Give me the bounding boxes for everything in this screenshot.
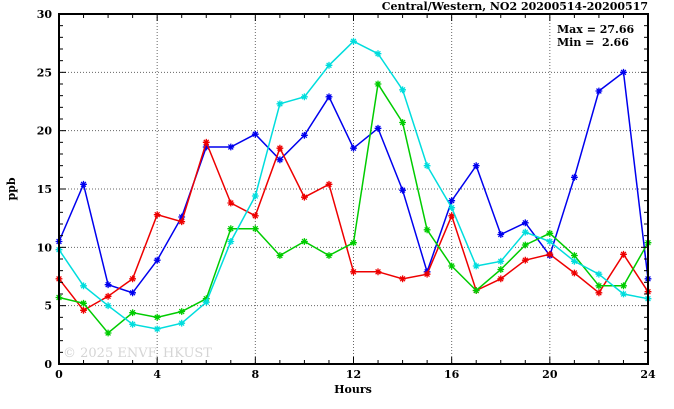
x-tick-label: 4 [153,368,161,381]
plot-frame-and-ticks [58,13,649,365]
y-axis-label: ppb [5,177,18,200]
x-tick-label: 16 [444,368,460,381]
series-green-points [55,80,652,337]
y-tick-label: 15 [37,183,52,196]
x-tick-label: 20 [542,368,558,381]
x-tick-label: 24 [640,368,656,381]
series-green-line [58,81,649,335]
y-tick-label: 5 [44,300,52,313]
max-annotation: Max = 27.66 [557,23,635,36]
x-tick-label: 0 [55,368,63,381]
grid-lines [59,14,648,364]
y-tick-label: 30 [37,8,53,21]
chart-title: Central/Western, NO2 20200514-20200517 [382,0,648,13]
watermark: © 2025 ENVF, HKUST [63,346,212,361]
series-green [55,80,652,337]
min-annotation: Min = 2.66 [557,36,629,49]
tick-labels: 0 4 8 12 16 20 24 0 5 10 15 20 25 30 [37,8,656,381]
x-tick-label: 12 [346,368,361,381]
y-tick-label: 20 [37,125,53,138]
y-tick-label: 25 [37,66,52,79]
y-tick-label: 0 [44,358,52,371]
data-series [55,37,652,337]
x-tick-label: 8 [252,368,260,381]
y-tick-label: 10 [37,241,53,254]
x-axis-label: Hours [334,383,372,396]
series-cyan [55,37,652,333]
